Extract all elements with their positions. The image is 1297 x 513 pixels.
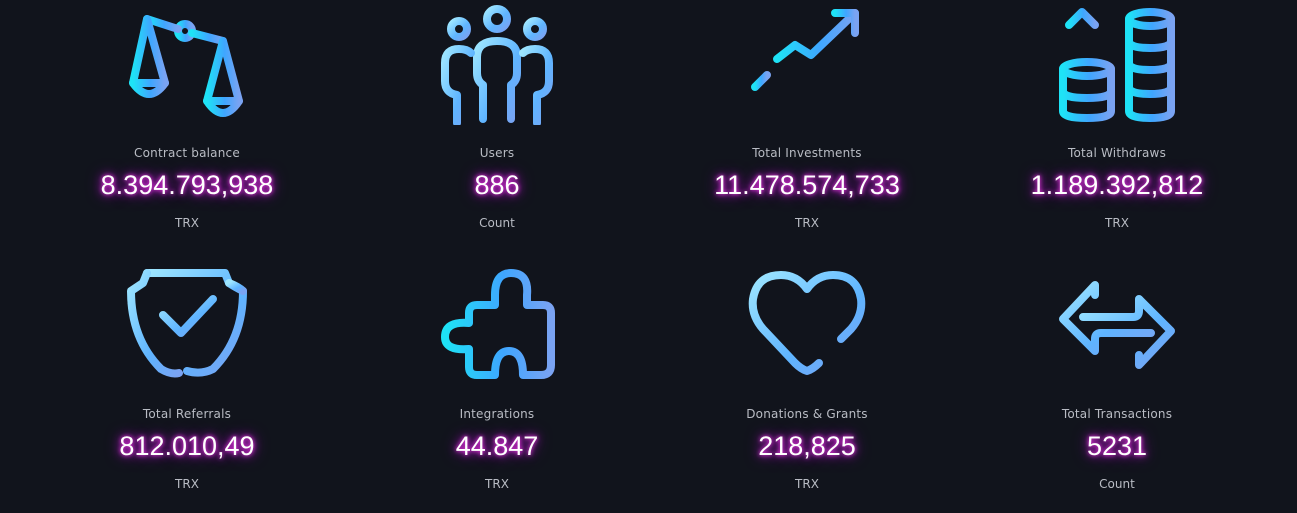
stat-value: 218,825 [758, 431, 856, 461]
shield-check-icon [127, 265, 247, 385]
stat-unit: Count [479, 216, 515, 230]
stat-card-total-withdraws: Total Withdraws 1.189.392,812 TRX [962, 0, 1272, 261]
stat-label: Users [479, 146, 515, 160]
stat-label: Total Transactions [1061, 407, 1173, 421]
stat-label: Contract balance [134, 146, 240, 160]
stat-unit: TRX [485, 477, 509, 491]
stat-label: Total Investments [752, 146, 862, 160]
stat-unit: TRX [795, 216, 819, 230]
growth-chart-icon [747, 5, 867, 125]
stat-unit: TRX [175, 216, 199, 230]
stat-value: 5231 [1086, 431, 1148, 461]
stat-label: Total Referrals [142, 407, 232, 421]
stat-card-total-transactions: Total Transactions 5231 Count [962, 261, 1272, 513]
stat-card-donations-grants: Donations & Grants 218,825 TRX [652, 261, 962, 513]
coins-withdraw-icon [1057, 5, 1177, 125]
stat-value: 812.010,49 [119, 431, 255, 461]
arrows-exchange-icon [1057, 265, 1177, 385]
stat-value: 11.478.574,733 [714, 170, 900, 200]
stat-value: 1.189.392,812 [1030, 170, 1204, 200]
stat-label: Integrations [459, 407, 535, 421]
stat-card-total-referrals: Total Referrals 812.010,49 TRX [32, 261, 342, 513]
stat-label: Total Withdraws [1067, 146, 1167, 160]
stat-card-contract-balance: Contract balance 8.394.793,938 TRX [32, 0, 342, 261]
puzzle-icon [437, 265, 557, 385]
stat-value: 44.847 [455, 431, 539, 461]
stat-value: 8.394.793,938 [100, 170, 274, 200]
stats-grid: Contract balance 8.394.793,938 TRX Users… [32, 0, 1272, 513]
stat-card-total-investments: Total Investments 11.478.574,733 TRX [652, 0, 962, 261]
stat-card-users: Users 886 Count [342, 0, 652, 261]
stat-unit: TRX [1105, 216, 1129, 230]
stat-label: Donations & Grants [746, 407, 868, 421]
stat-unit: TRX [175, 477, 199, 491]
stat-unit: Count [1099, 477, 1135, 491]
stat-card-integrations: Integrations 44.847 TRX [342, 261, 652, 513]
stat-value: 886 [474, 170, 520, 200]
stat-unit: TRX [795, 477, 819, 491]
scales-icon [127, 5, 247, 125]
heart-icon [747, 265, 867, 385]
users-icon [437, 5, 557, 125]
